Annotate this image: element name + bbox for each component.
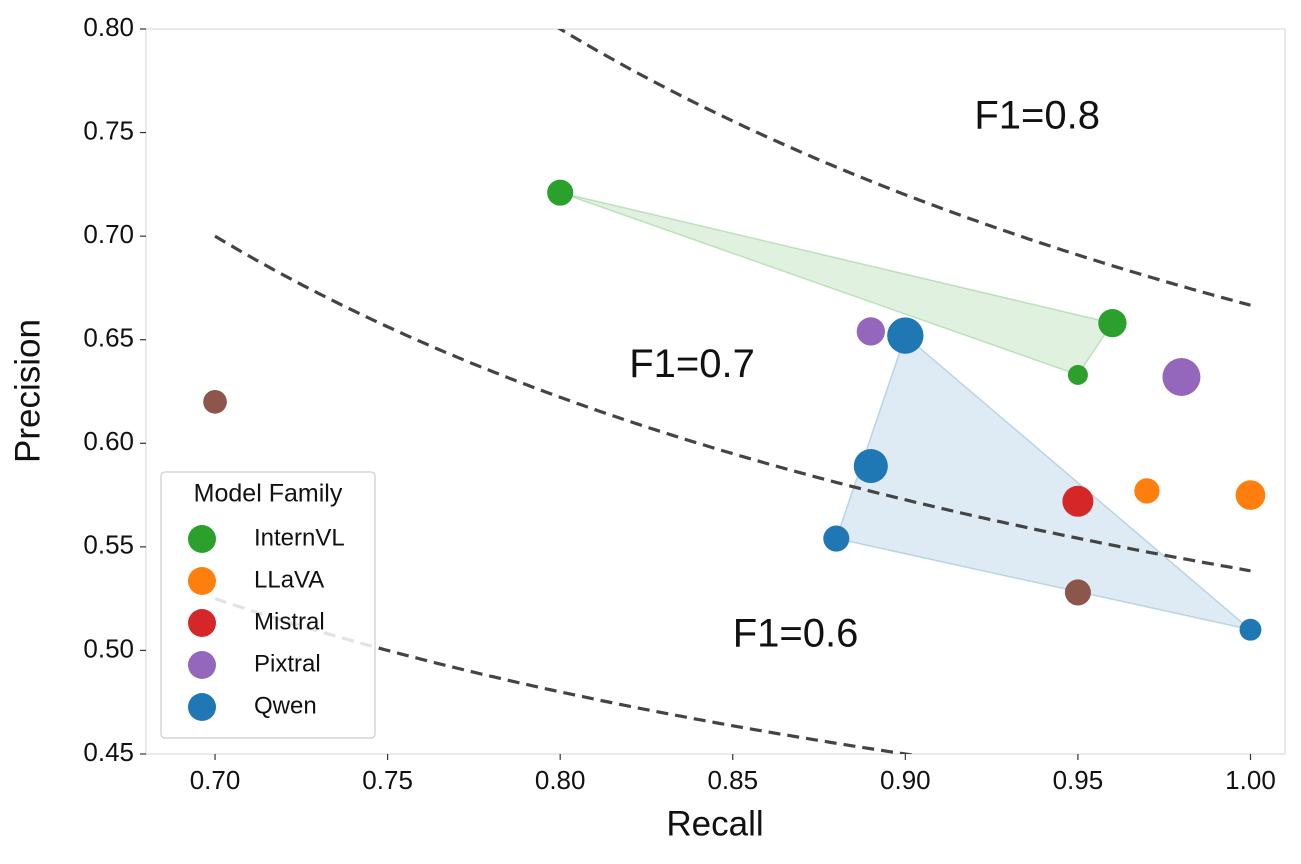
x-tick-label: 0.70 xyxy=(190,765,241,795)
x-tick-label: 0.90 xyxy=(880,765,931,795)
legend-label: Pixtral xyxy=(254,650,321,677)
legend-label: Qwen xyxy=(254,692,317,719)
legend-marker xyxy=(188,651,216,679)
y-axis-label: Precision xyxy=(8,319,47,463)
point xyxy=(1235,480,1266,510)
point xyxy=(853,449,888,484)
f1-curve xyxy=(214,597,917,754)
point xyxy=(547,179,574,206)
point xyxy=(1067,364,1088,385)
f1-label: F1=0.7 xyxy=(629,342,755,386)
y-tick-label: 0.50 xyxy=(83,633,134,663)
legend-label: InternVL xyxy=(254,524,345,551)
hull-layer xyxy=(559,191,1251,631)
y-tick-label: 0.70 xyxy=(83,219,134,249)
x-tick-label: 0.95 xyxy=(1053,765,1104,795)
curve-layer xyxy=(214,29,1251,754)
point xyxy=(823,525,850,552)
f1-label: F1=0.8 xyxy=(974,94,1100,138)
hull xyxy=(835,334,1251,631)
legend-marker xyxy=(188,525,216,553)
legend-title: Model Family xyxy=(194,480,343,508)
x-tick-label: 0.75 xyxy=(362,765,413,795)
x-tick-label: 0.85 xyxy=(707,765,758,795)
point xyxy=(1064,579,1091,606)
point xyxy=(1239,618,1262,641)
y-tick-label: 0.75 xyxy=(83,115,134,145)
legend-marker xyxy=(188,693,216,721)
point xyxy=(1134,478,1160,504)
point xyxy=(1098,309,1127,338)
f1-curve xyxy=(557,29,1251,307)
point xyxy=(1062,485,1094,517)
legend-label: LLaVA xyxy=(254,566,324,593)
point xyxy=(203,390,227,414)
legend-marker xyxy=(188,609,216,637)
f1-curve xyxy=(214,234,1251,573)
y-tick-label: 0.60 xyxy=(83,426,134,456)
point xyxy=(887,317,924,354)
point xyxy=(856,317,885,346)
x-tick-label: 1.00 xyxy=(1225,765,1276,795)
hull xyxy=(559,191,1114,376)
main-layer: 0.70 0.75 0.80 0.85 0.90 0.95 1.00 0.45 0.50 0.55… xyxy=(83,12,1275,795)
legend-label: Mistral xyxy=(254,608,325,635)
y-tick-label: 0.65 xyxy=(83,323,134,353)
y-tick-label: 0.45 xyxy=(83,737,134,767)
point xyxy=(1162,358,1201,396)
y-tick-label: 0.80 xyxy=(83,12,134,42)
x-axis-label: Recall xyxy=(666,804,763,843)
legend-marker xyxy=(188,567,216,595)
f1-label: F1=0.6 xyxy=(733,611,859,655)
y-tick-label: 0.55 xyxy=(83,530,134,560)
x-tick-label: 0.80 xyxy=(535,765,586,795)
